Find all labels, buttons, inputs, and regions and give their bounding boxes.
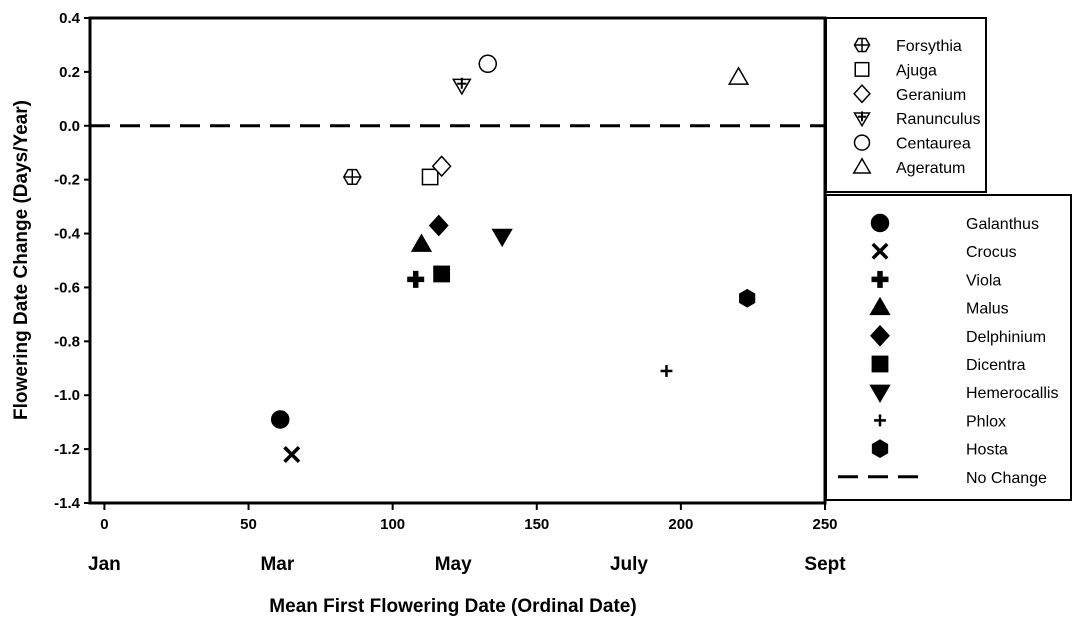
- x-tick-label: 200: [668, 516, 693, 533]
- legend-marker-galanthus: [870, 213, 890, 233]
- marker-hemerocallis: [491, 228, 513, 248]
- y-tick-label: 0.2: [59, 64, 80, 81]
- marker-malus: [410, 233, 433, 252]
- x-tick-label: 250: [812, 516, 837, 533]
- marker-galanthus: [270, 410, 290, 429]
- legend-label-hosta: Hosta: [966, 442, 1008, 459]
- marker-delphinium: [428, 214, 449, 237]
- marker-crocus: [283, 446, 301, 463]
- marker-centaurea: [478, 54, 498, 74]
- x-tick-label: 50: [240, 516, 257, 533]
- x-tick-label: 0: [100, 516, 108, 533]
- legend-marker-ageratum: [852, 157, 872, 174]
- legend-label-geranium: Geranium: [896, 87, 966, 104]
- legend-marker-delphinium: [870, 324, 890, 347]
- marker-ajuga: [421, 168, 439, 186]
- legend-label-hemerocallis: Hemerocallis: [966, 385, 1058, 402]
- marker-hosta: [739, 288, 756, 308]
- month-label: Sept: [804, 554, 846, 575]
- legend-marker-viola: [871, 270, 889, 288]
- y-tick-label: 0.0: [59, 118, 80, 135]
- legend-label-ajuga: Ajuga: [896, 62, 937, 79]
- legend-marker-ranunculus: [853, 111, 871, 128]
- legend-marker-phlox: [874, 414, 886, 427]
- month-label: Mar: [260, 554, 294, 575]
- legend-label-viola: Viola: [966, 272, 1001, 289]
- legend-marker-geranium: [853, 84, 871, 104]
- plot-frame: [88, 16, 827, 505]
- legend-label-delphinium: Delphinium: [966, 329, 1046, 346]
- y-axis-title: Flowering Date Change (Days/Year): [11, 100, 32, 420]
- legend-label-crocus: Crocus: [966, 244, 1017, 261]
- month-label: Jan: [88, 554, 121, 575]
- y-tick-label: -1.4: [54, 495, 81, 512]
- data-markers: [270, 54, 756, 463]
- month-label: July: [610, 554, 648, 575]
- legend-label-galanthus: Galanthus: [966, 216, 1039, 233]
- legend-label-phlox: Phlox: [966, 413, 1006, 430]
- legend-box-open: [825, 17, 987, 193]
- y-tick-label: -1.2: [54, 441, 80, 458]
- legend-marker-malus: [869, 296, 891, 316]
- y-tick-label: -1.0: [54, 387, 80, 404]
- legend-marker-dicentra: [871, 355, 889, 373]
- legend-box-filled: [825, 194, 1072, 501]
- marker-viola: [407, 270, 425, 288]
- legend-label-ageratum: Ageratum: [896, 160, 965, 177]
- x-axis-title: Mean First Flowering Date (Ordinal Date): [269, 596, 636, 617]
- y-tick-label: -0.8: [54, 333, 80, 350]
- legend-marker-hemerocallis: [869, 384, 891, 404]
- legend-label-no-change: No Change: [966, 470, 1047, 487]
- marker-dicentra: [433, 265, 451, 283]
- legend-label-centaurea: Centaurea: [896, 136, 971, 153]
- legend-marker-ajuga: [854, 61, 870, 77]
- y-tick-label: -0.4: [54, 226, 81, 243]
- y-tick-label: 0.4: [59, 10, 81, 27]
- legend-marker-centaurea: [853, 134, 871, 151]
- legend-marker-crocus: [871, 242, 889, 260]
- legend-label-forsythia: Forsythia: [896, 38, 962, 55]
- legend-marker-hosta: [871, 439, 889, 458]
- legend-label-dicentra: Dicentra: [966, 357, 1026, 374]
- legend-label-ranunculus: Ranunculus: [896, 111, 981, 128]
- legend: Forsythia Ajuga Geranium Ranunculus Centaure…: [838, 37, 1058, 487]
- marker-phlox: [660, 365, 673, 377]
- legend-label-malus: Malus: [966, 301, 1009, 318]
- marker-geranium: [431, 155, 452, 178]
- legend-marker-forsythia: [853, 37, 871, 53]
- y-axis: -1.4 -1.2 -1.0 -0.8 -0.6 -0.4 -0.2 0.0 0.2 0.4: [54, 10, 90, 512]
- x-tick-label: 150: [524, 516, 549, 533]
- marker-forsythia: [342, 168, 362, 186]
- y-tick-label: -0.2: [54, 172, 80, 189]
- month-label: May: [435, 554, 472, 575]
- x-axis: 0 50 100 150 200 250 Jan Mar May July Sept: [88, 503, 846, 575]
- marker-ranunculus: [452, 77, 472, 96]
- marker-ageratum: [727, 66, 750, 85]
- y-tick-label: -0.6: [54, 279, 80, 296]
- x-tick-label: 100: [380, 516, 405, 533]
